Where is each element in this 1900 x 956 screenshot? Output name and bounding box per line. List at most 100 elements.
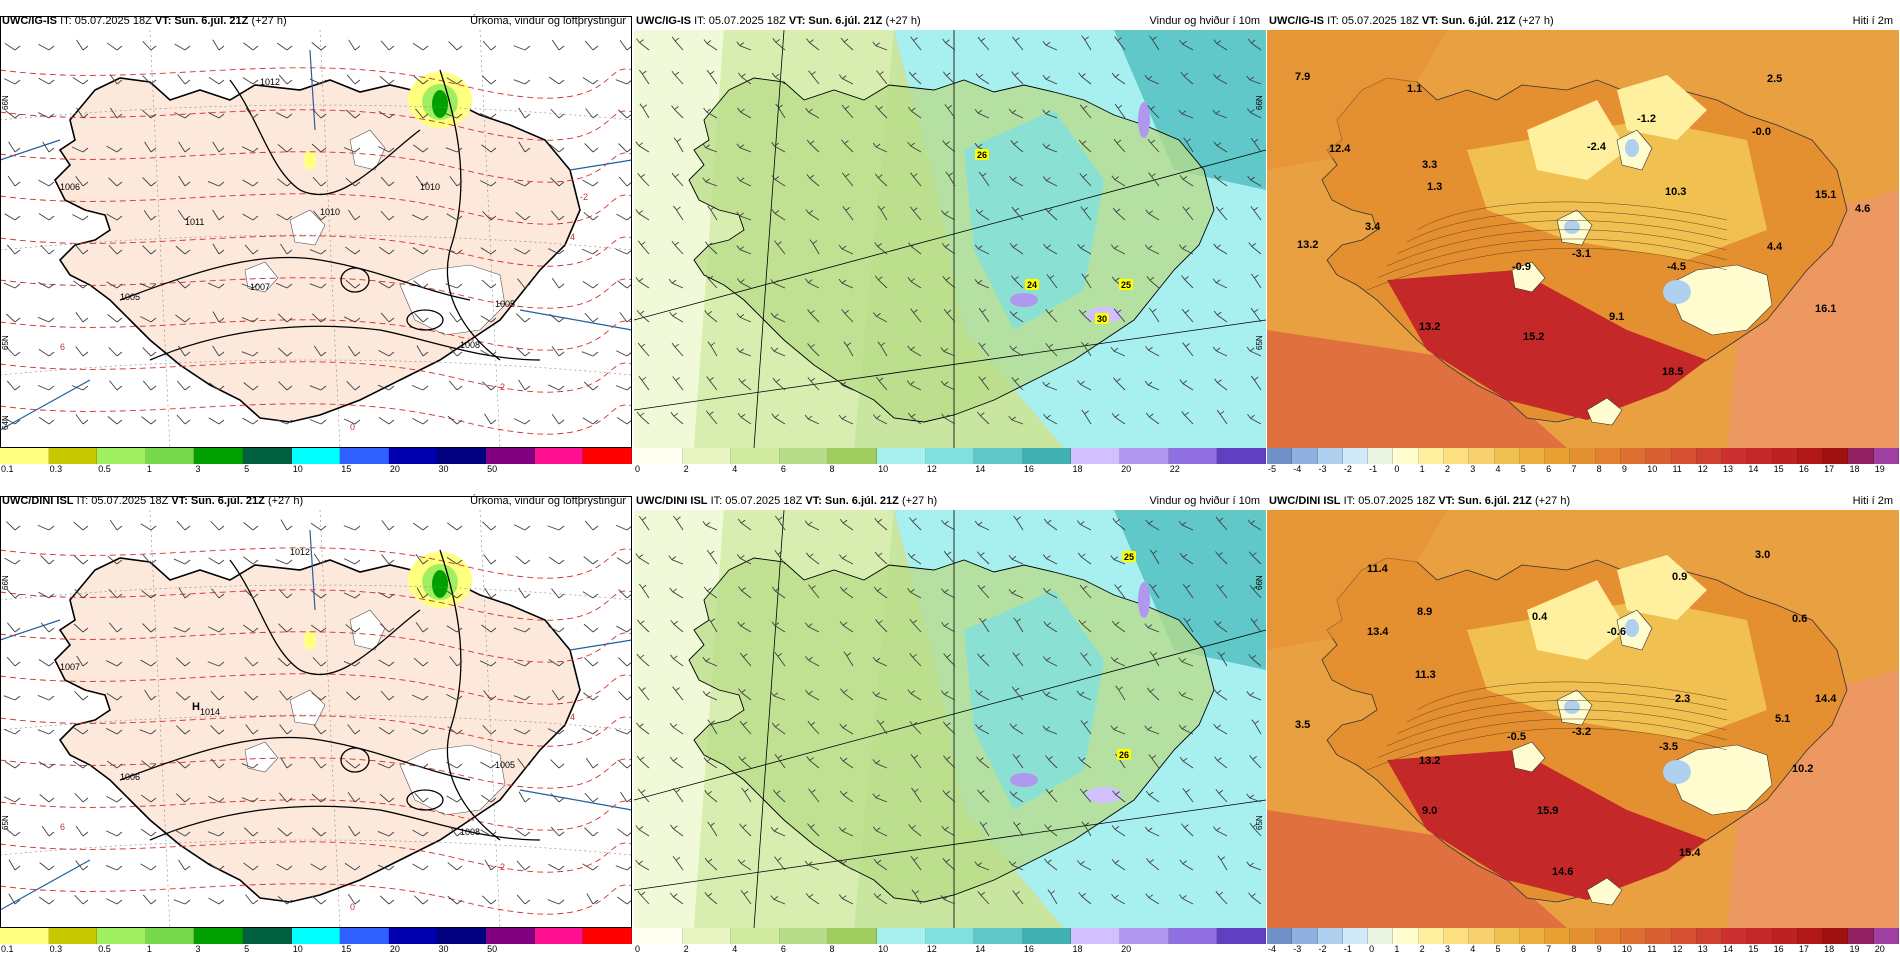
wind-barbs	[635, 35, 1262, 425]
wind-map: 25 26 66N 65N	[634, 510, 1266, 928]
temperature-value: 3.4	[1365, 221, 1381, 233]
colorbar-swatch	[974, 928, 1023, 944]
colorbar-swatch	[779, 928, 829, 944]
temperature-value: -3.5	[1659, 741, 1678, 753]
colorbar-swatch	[1120, 448, 1169, 464]
run-info: UWC/IG-IS IT: 05.07.2025 18Z VT: Sun. 6.…	[1269, 15, 1554, 27]
panel-title: Úrkoma, vindur og loftþrýstingur	[470, 495, 626, 507]
temperature-value: 4.6	[1855, 203, 1870, 215]
temperature-value: 15.2	[1523, 331, 1544, 343]
colorbar-tick-label: 12	[1672, 944, 1683, 954]
pressure-label: 1005	[495, 760, 515, 770]
temperature-value: 15.1	[1815, 189, 1836, 201]
panel-header: UWC/IG-IS IT: 05.07.2025 18Z VT: Sun. 6.…	[1267, 12, 1899, 30]
colorbar-swatch	[1368, 448, 1394, 464]
colorbar-tick-label: 10	[292, 464, 303, 474]
wind-colorbar: 0 2 4 6 8 10 12 14 16 18 20	[634, 928, 1266, 956]
temperature-value: 14.4	[1815, 693, 1837, 705]
colorbar-swatches	[634, 928, 1266, 944]
panel-title: Vindur og hviður í 10m	[1149, 15, 1260, 27]
colorbar-tick-label: 11	[1672, 464, 1682, 474]
colorbar-swatch	[48, 448, 98, 464]
temperature-value: -0.9	[1512, 261, 1531, 273]
colorbar-swatch	[145, 928, 195, 944]
colorbar-swatch	[1168, 928, 1218, 944]
colorbar-tick-label: 5	[1495, 944, 1501, 954]
precip-map: 1012 1010 1010 1011 1008 1005 1005 1006 1007 6 4 0 2…	[0, 30, 632, 448]
model-name: UWC/DINI ISL	[636, 495, 708, 507]
colorbar-tick-label: -4	[1293, 464, 1302, 474]
colorbar-tick-label: 0.3	[49, 464, 63, 474]
temperature-value: 3.0	[1755, 549, 1770, 561]
pressure-label: 1006	[60, 182, 80, 192]
map-canvas: 26 24 25 30 66N 65N	[634, 30, 1266, 448]
temperature-value: 13.2	[1419, 755, 1440, 767]
high-pressure-label: H	[192, 701, 200, 713]
colorbar-swatch	[1342, 928, 1369, 944]
temperature-contour-label: 2	[500, 382, 505, 392]
colorbar-swatch	[1848, 448, 1874, 464]
temperature-contour-label: 0	[350, 902, 355, 912]
colorbar-swatch	[828, 448, 878, 464]
panel-header: UWC/IG-IS IT: 05.07.2025 18Z VT: Sun. 6.…	[0, 12, 632, 30]
isobars	[119, 549, 541, 841]
colorbar-swatch	[1595, 928, 1621, 944]
precip-colorbar: 0.1 0.3 0.5 1 3 5 10 15 20 30 50	[0, 448, 632, 476]
colorbar-tick-label: 2	[1419, 944, 1425, 954]
wind-barbs	[635, 515, 1262, 905]
pressure-label: 1005	[495, 299, 515, 309]
latitude-label: 66N	[1, 95, 10, 110]
colorbar-tick-label: 0.1	[1, 944, 14, 954]
colorbar-tick-label: -2	[1318, 944, 1327, 954]
colorbar-swatch	[1120, 928, 1169, 944]
colorbar-swatch	[1418, 928, 1444, 944]
model-name: UWC/IG-IS	[636, 15, 691, 27]
pressure-label: 1007	[250, 282, 270, 292]
colorbar-swatch	[1519, 928, 1546, 944]
map-canvas: 7.9 1.1 2.5 12.4 -1.2 -0.0 -2.4 3.3 1.3 10.3 15.1 4…	[1267, 30, 1899, 448]
colorbar-tick-label: 15	[1748, 944, 1759, 954]
temperature-value: 13.2	[1419, 321, 1440, 333]
initial-time: IT: 05.07.2025 18Z	[60, 15, 152, 27]
temperature-value: 2.5	[1767, 73, 1782, 85]
colorbar-tick-label: -2	[1343, 464, 1352, 474]
colorbar-tick-label: 9	[1621, 464, 1627, 474]
colorbar-swatch	[243, 448, 292, 464]
colorbar-tick-label: 20	[1121, 944, 1132, 954]
lat-lon-grid	[0, 510, 632, 928]
pressure-label: 1008	[460, 340, 480, 350]
colorbar-tick-label: 13	[1697, 944, 1708, 954]
colorbar-swatch	[1696, 448, 1723, 464]
temperature-field	[1387, 270, 1707, 420]
valid-time-label: VT:	[788, 15, 806, 27]
colorbar-swatch	[1696, 928, 1723, 944]
valid-time: Sun. 6.júl. 21Z	[1441, 15, 1516, 27]
colorbar-tick-label: 10	[878, 944, 889, 954]
colorbar-tick-label: 22	[1169, 464, 1180, 474]
colorbar-tick-label: 0.3	[49, 944, 63, 954]
colorbar-swatch	[291, 448, 341, 464]
colorbar-tick-label: 10	[878, 464, 889, 474]
panel-title: Vindur og hviður í 10m	[1149, 495, 1260, 507]
colorbar-swatch	[1267, 928, 1293, 944]
colorbar-swatches	[1267, 448, 1900, 464]
colorbar-tick-label: 6	[1520, 944, 1526, 954]
lead-time: (+27 h)	[251, 15, 287, 27]
panel-header: UWC/DINI ISL IT: 05.07.2025 18Z VT: Sun.…	[0, 492, 632, 510]
temperature-isolines	[1366, 201, 1728, 291]
colorbar-tick-label: -4	[1268, 944, 1277, 954]
temp-map-panel: UWC/IG-IS IT: 05.07.2025 18Z VT: Sun. 6.…	[1267, 12, 1900, 476]
temperature-value: 10.3	[1665, 186, 1686, 198]
colorbar-tick-label: 5	[244, 944, 250, 954]
colorbar-tick-label: 14	[1723, 944, 1734, 954]
wind-barbs	[3, 519, 632, 905]
colorbar-swatch	[145, 448, 195, 464]
colorbar-swatch	[0, 928, 49, 944]
temperature-value: -3.1	[1572, 248, 1591, 260]
colorbar-swatch	[634, 448, 683, 464]
colorbar-swatch	[194, 928, 244, 944]
temperature-contour-label: 6	[60, 822, 65, 832]
colorbar-tick-label: 1	[146, 944, 152, 954]
temperature-value: -0.6	[1607, 626, 1626, 638]
colorbar-swatches	[0, 448, 632, 464]
